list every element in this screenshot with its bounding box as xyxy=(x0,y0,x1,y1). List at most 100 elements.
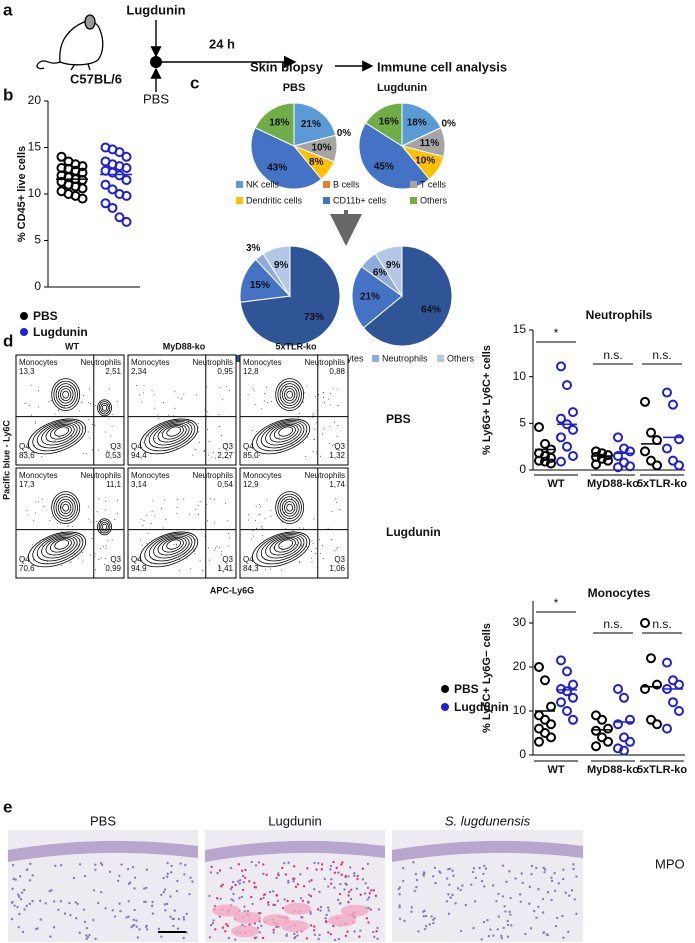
cell-nucleus xyxy=(464,903,468,907)
event-dot xyxy=(225,502,227,504)
cell-nucleus xyxy=(313,861,316,865)
event-dot xyxy=(194,449,196,451)
event-dot xyxy=(92,423,94,425)
cell-nucleus xyxy=(135,919,138,922)
cell-nucleus xyxy=(319,909,322,912)
mouse-icon xyxy=(36,14,104,71)
cell-nucleus xyxy=(374,894,378,898)
cell-nucleus xyxy=(332,860,335,864)
contour xyxy=(260,421,305,449)
event-dot xyxy=(94,424,96,426)
cell-nucleus xyxy=(456,887,460,890)
data-point xyxy=(591,459,601,470)
event-dot xyxy=(158,418,160,420)
cell-nucleus xyxy=(300,915,303,919)
event-dot xyxy=(336,436,338,438)
contour xyxy=(260,534,305,562)
data-label: 45% xyxy=(374,161,394,172)
cell-nucleus xyxy=(482,920,486,924)
quadrant-label: 94,4 xyxy=(131,451,147,460)
data-point xyxy=(121,151,132,162)
cell-nucleus xyxy=(478,866,481,870)
cell-nucleus xyxy=(133,923,136,927)
cell-nucleus xyxy=(305,937,309,940)
cell-nucleus xyxy=(500,934,503,938)
event-dot xyxy=(212,452,214,454)
cell-nucleus xyxy=(57,908,60,912)
event-dot xyxy=(34,512,36,514)
cell-nucleus xyxy=(546,891,550,894)
event-dot xyxy=(261,535,263,537)
legend-label: Others xyxy=(420,195,448,205)
contour xyxy=(278,426,293,437)
event-dot xyxy=(327,527,329,529)
cell-nucleus xyxy=(323,877,327,881)
event-dot xyxy=(176,543,178,545)
cell-nucleus xyxy=(170,864,173,868)
cell-nucleus xyxy=(448,883,451,887)
event-dot xyxy=(281,545,283,547)
quadrant-label: Neutrophils xyxy=(305,358,345,367)
event-dot xyxy=(69,561,71,563)
legend-label: B cells xyxy=(333,179,360,189)
data-point xyxy=(568,692,578,703)
legend-label: PBS xyxy=(33,309,58,323)
event-dot xyxy=(253,535,255,537)
event-dot xyxy=(197,505,199,507)
data-point xyxy=(100,179,111,190)
treatment-label: Lugdunin xyxy=(126,2,185,17)
cell-nucleus xyxy=(319,905,323,909)
cell-nucleus xyxy=(52,926,56,929)
cell-nucleus xyxy=(262,896,265,900)
data-point xyxy=(56,151,67,162)
event-dot xyxy=(147,532,149,534)
image-title: S. lugdunensis xyxy=(445,813,531,828)
data-point xyxy=(540,438,550,449)
cell-nucleus xyxy=(225,923,228,926)
cell-nucleus xyxy=(50,889,53,892)
contour xyxy=(36,534,81,562)
cell-nucleus xyxy=(18,912,21,916)
cell-nucleus xyxy=(521,881,524,885)
cell-nucleus xyxy=(483,885,486,888)
event-dot xyxy=(328,443,330,445)
event-dot xyxy=(264,518,266,520)
data-label: 6% xyxy=(373,267,388,278)
x-tick-label: WT xyxy=(547,764,564,776)
data-point xyxy=(591,741,601,752)
cell-nucleus xyxy=(474,876,477,880)
cell-nucleus xyxy=(59,900,63,903)
cell-nucleus xyxy=(31,899,34,903)
cell-nucleus xyxy=(327,885,330,888)
cell-nucleus xyxy=(234,883,237,887)
cell-nucleus xyxy=(163,903,167,906)
event-dot xyxy=(89,388,91,390)
cell-nucleus xyxy=(78,931,81,934)
contour xyxy=(144,532,196,565)
event-dot xyxy=(110,435,112,437)
cell-nucleus xyxy=(169,915,172,918)
cell-nucleus xyxy=(162,890,166,894)
event-dot xyxy=(142,441,144,443)
cell-nucleus xyxy=(150,904,154,908)
cell-nucleus xyxy=(320,868,323,871)
cell-nucleus xyxy=(85,934,88,937)
legend-swatch xyxy=(323,181,330,188)
cell-nucleus xyxy=(403,919,406,923)
data-point xyxy=(77,161,88,172)
event-dot xyxy=(114,519,116,521)
data-label: 0% xyxy=(441,119,456,130)
event-dot xyxy=(319,552,321,554)
event-dot xyxy=(99,521,101,523)
event-dot xyxy=(313,518,315,520)
event-dot xyxy=(94,555,96,557)
contour xyxy=(286,390,294,399)
event-dot xyxy=(266,402,268,404)
cell-nucleus xyxy=(518,893,522,896)
contour xyxy=(41,535,78,559)
cell-nucleus xyxy=(108,870,112,874)
event-dot xyxy=(161,507,163,509)
event-dot xyxy=(89,554,91,556)
annotation: n.s. xyxy=(603,617,622,631)
cell-nucleus xyxy=(553,871,556,875)
